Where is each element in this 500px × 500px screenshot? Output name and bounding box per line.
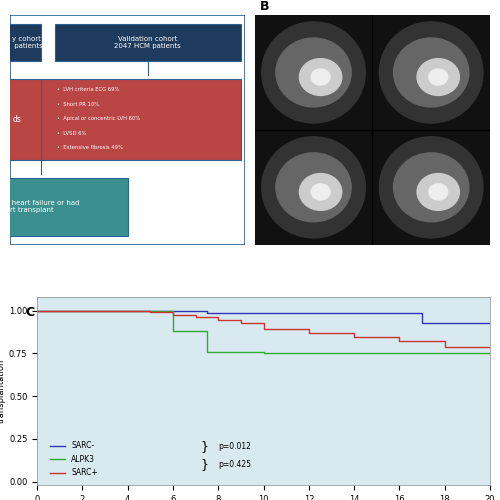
- Text: 7% died of heart failure or had
heart transplant: 7% died of heart failure or had heart tr…: [0, 200, 79, 213]
- Text: p=0.425: p=0.425: [218, 460, 252, 469]
- Text: •  LVSD 6%: • LVSD 6%: [57, 130, 86, 136]
- Bar: [0, 80, 40, 160]
- Text: Validation cohort
2047 HCM patients: Validation cohort 2047 HCM patients: [114, 36, 181, 49]
- Ellipse shape: [394, 153, 469, 222]
- Bar: [54, 24, 240, 61]
- Ellipse shape: [311, 69, 330, 85]
- Text: }: }: [200, 440, 208, 453]
- FancyBboxPatch shape: [10, 15, 246, 245]
- Ellipse shape: [300, 174, 342, 210]
- Ellipse shape: [276, 153, 351, 222]
- Bar: [40, 80, 240, 160]
- Text: •  Apical or concentric LVH 60%: • Apical or concentric LVH 60%: [57, 116, 140, 121]
- Ellipse shape: [276, 38, 351, 107]
- Bar: [0, 24, 40, 61]
- Ellipse shape: [311, 184, 330, 200]
- Ellipse shape: [394, 38, 469, 107]
- Text: ds: ds: [12, 115, 21, 124]
- Ellipse shape: [262, 22, 366, 123]
- Bar: [0, 178, 128, 236]
- Text: •  Short PR 10%: • Short PR 10%: [57, 102, 99, 106]
- Text: C: C: [26, 306, 35, 320]
- Ellipse shape: [300, 58, 342, 96]
- Y-axis label: Heart failure death or
transplantation: Heart failure death or transplantation: [0, 346, 6, 436]
- Text: y cohort
 patients: y cohort patients: [12, 36, 43, 49]
- Legend: SARC-, ALPK3, SARC+: SARC-, ALPK3, SARC+: [50, 442, 98, 478]
- Ellipse shape: [417, 174, 460, 210]
- Text: B: B: [260, 0, 269, 12]
- Text: •  Extensive fibrosis 49%: • Extensive fibrosis 49%: [57, 145, 123, 150]
- Text: p=0.012: p=0.012: [218, 442, 251, 451]
- Text: }: }: [200, 458, 208, 471]
- Ellipse shape: [380, 22, 483, 123]
- Ellipse shape: [429, 69, 448, 85]
- Ellipse shape: [262, 137, 366, 238]
- Ellipse shape: [417, 58, 460, 96]
- Text: •  LVH criteria ECG 69%: • LVH criteria ECG 69%: [57, 87, 120, 92]
- Ellipse shape: [380, 137, 483, 238]
- Ellipse shape: [429, 184, 448, 200]
